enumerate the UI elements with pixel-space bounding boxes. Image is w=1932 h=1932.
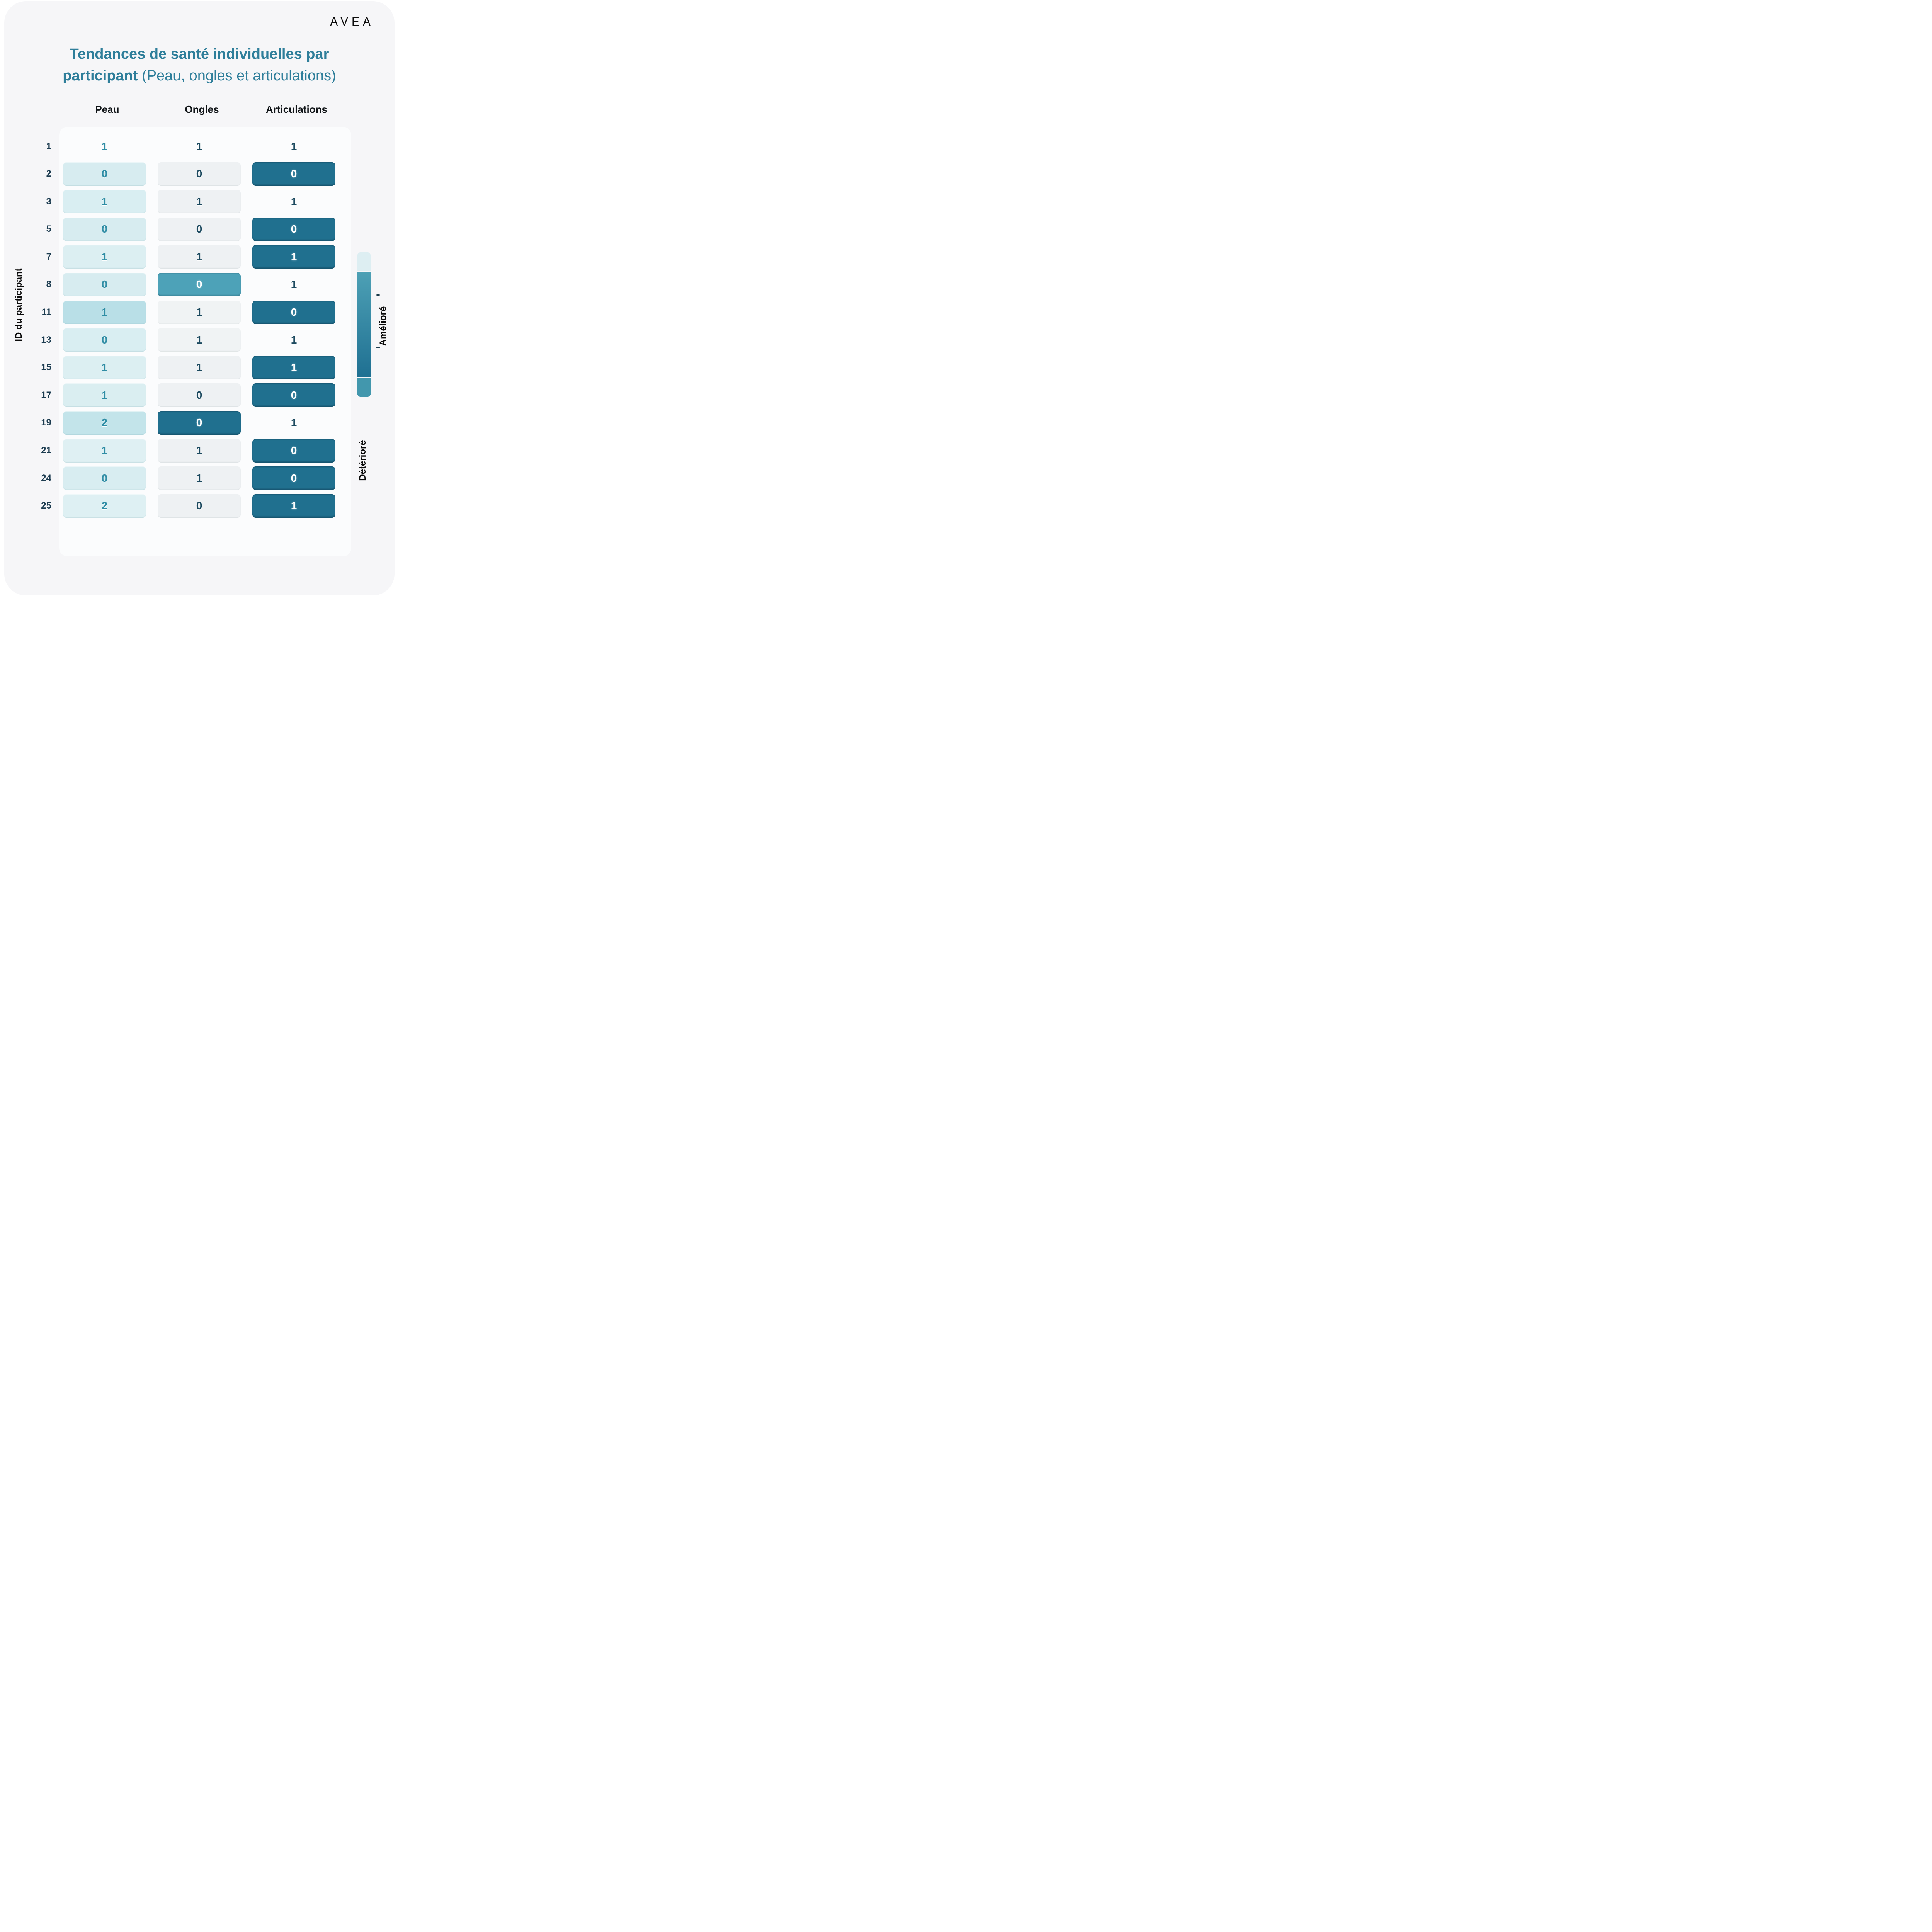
colorbar-top-cap <box>357 252 371 271</box>
participant-id-label: 3 <box>46 196 51 207</box>
heatmap-cell: 1 <box>291 195 297 207</box>
participant-id-label: 11 <box>41 307 51 318</box>
heatmap-cell: 0 <box>158 494 241 518</box>
participant-id-label: 7 <box>46 251 51 262</box>
participant-id-label: 5 <box>46 224 51 235</box>
table-row: 21 1 1 0 <box>23 439 335 463</box>
infographic-page: AVEA Tendances de santé individuelles pa… <box>0 0 399 598</box>
participant-id-label: 13 <box>41 334 51 345</box>
heatmap-cell: 1 <box>158 300 241 324</box>
heatmap-cell: 1 <box>291 417 297 429</box>
participant-id-label: 21 <box>41 445 51 456</box>
table-row: 24 0 1 0 <box>23 466 335 490</box>
table-row: 15 1 1 1 <box>23 355 335 379</box>
legend-label-improved: Amélioré <box>378 306 388 346</box>
heatmap-cell: 2 <box>63 411 146 435</box>
column-header-ongles: Ongles <box>185 104 219 115</box>
participant-id-label: 17 <box>41 389 51 400</box>
heatmap-cell: 1 <box>252 494 335 518</box>
chart-title-line2-bold: participant <box>63 68 138 84</box>
legend-label-deteriorated: Détérioré <box>357 440 368 481</box>
heatmap-cell: 1 <box>158 439 241 463</box>
heatmap-cell: 1 <box>196 140 202 152</box>
heatmap-cell: 0 <box>252 439 335 463</box>
heatmap-cell: 1 <box>101 140 108 152</box>
heatmap-cell: 0 <box>252 217 335 241</box>
heatmap-cell: 0 <box>63 217 146 241</box>
heatmap-cell: 1 <box>158 328 241 352</box>
colorbar-gradient <box>357 272 371 377</box>
heatmap-cell: 1 <box>63 439 146 463</box>
heatmap-cell: 0 <box>252 466 335 490</box>
heatmap-cell: 1 <box>291 140 297 152</box>
y-axis-label: ID du participant <box>14 268 24 342</box>
column-header-peau: Peau <box>95 104 119 115</box>
colorbar <box>357 252 371 397</box>
table-row: 19 2 0 1 <box>23 411 335 435</box>
table-row: 13 0 1 1 <box>23 328 335 352</box>
heatmap-cell: 0 <box>158 272 241 296</box>
heatmap-cell: 1 <box>63 355 146 379</box>
colorbar-tick <box>376 294 380 296</box>
heatmap-cell: 0 <box>63 466 146 490</box>
participant-id-label: 25 <box>41 500 51 511</box>
heatmap-cell: 0 <box>252 162 335 186</box>
participant-id-label: 19 <box>41 417 51 428</box>
heatmap-cell: 2 <box>63 494 146 518</box>
heatmap-cell: 0 <box>63 272 146 296</box>
heatmap-cell: 0 <box>252 300 335 324</box>
heatmap-cell: 1 <box>63 300 146 324</box>
heatmap-rows: 1 1 1 1 2 0 0 0 3 1 1 1 5 0 0 0 7 1 1 1 8 0 0 1 11 1 1 0 13 0 1 1 15 1 1 1 1… <box>23 134 335 518</box>
participant-id-label: 24 <box>41 473 51 483</box>
heatmap-cell: 0 <box>158 162 241 186</box>
participant-id-label: 1 <box>46 141 51 151</box>
colorbar-bottom-cap <box>357 378 371 397</box>
heatmap-cell: 0 <box>158 383 241 407</box>
heatmap-cell: 1 <box>63 383 146 407</box>
participant-id-label: 8 <box>46 279 51 290</box>
table-row: 11 1 1 0 <box>23 300 335 324</box>
chart-title-line1: Tendances de santé individuelles par <box>70 46 329 62</box>
brand-logo: AVEA <box>330 15 374 29</box>
heatmap-cell: 1 <box>63 190 146 214</box>
heatmap-cell: 1 <box>63 245 146 269</box>
table-row: 1 1 1 1 <box>23 134 335 158</box>
participant-id-label: 2 <box>46 168 51 179</box>
heatmap-cell: 0 <box>158 217 241 241</box>
table-row: 25 2 0 1 <box>23 494 335 518</box>
heatmap-cell: 1 <box>252 245 335 269</box>
chart-title-line2-rest: (Peau, ongles et articulations) <box>138 68 336 84</box>
colorbar-tick <box>376 347 380 348</box>
heatmap-cell: 1 <box>158 190 241 214</box>
heatmap-cell: 1 <box>158 355 241 379</box>
heatmap-cell: 0 <box>63 328 146 352</box>
heatmap-cell: 1 <box>291 333 297 346</box>
heatmap-cell: 0 <box>63 162 146 186</box>
chart-title: Tendances de santé individuelles par par… <box>0 43 399 87</box>
participant-id-label: 15 <box>41 362 51 373</box>
table-row: 17 1 0 0 <box>23 383 335 407</box>
column-header-articulations: Articulations <box>266 104 327 115</box>
heatmap-cell: 1 <box>158 245 241 269</box>
heatmap-cell: 1 <box>158 466 241 490</box>
heatmap-cell: 1 <box>291 278 297 291</box>
heatmap-cell: 1 <box>252 355 335 379</box>
heatmap-cell: 0 <box>158 411 241 435</box>
heatmap-cell: 0 <box>252 383 335 407</box>
